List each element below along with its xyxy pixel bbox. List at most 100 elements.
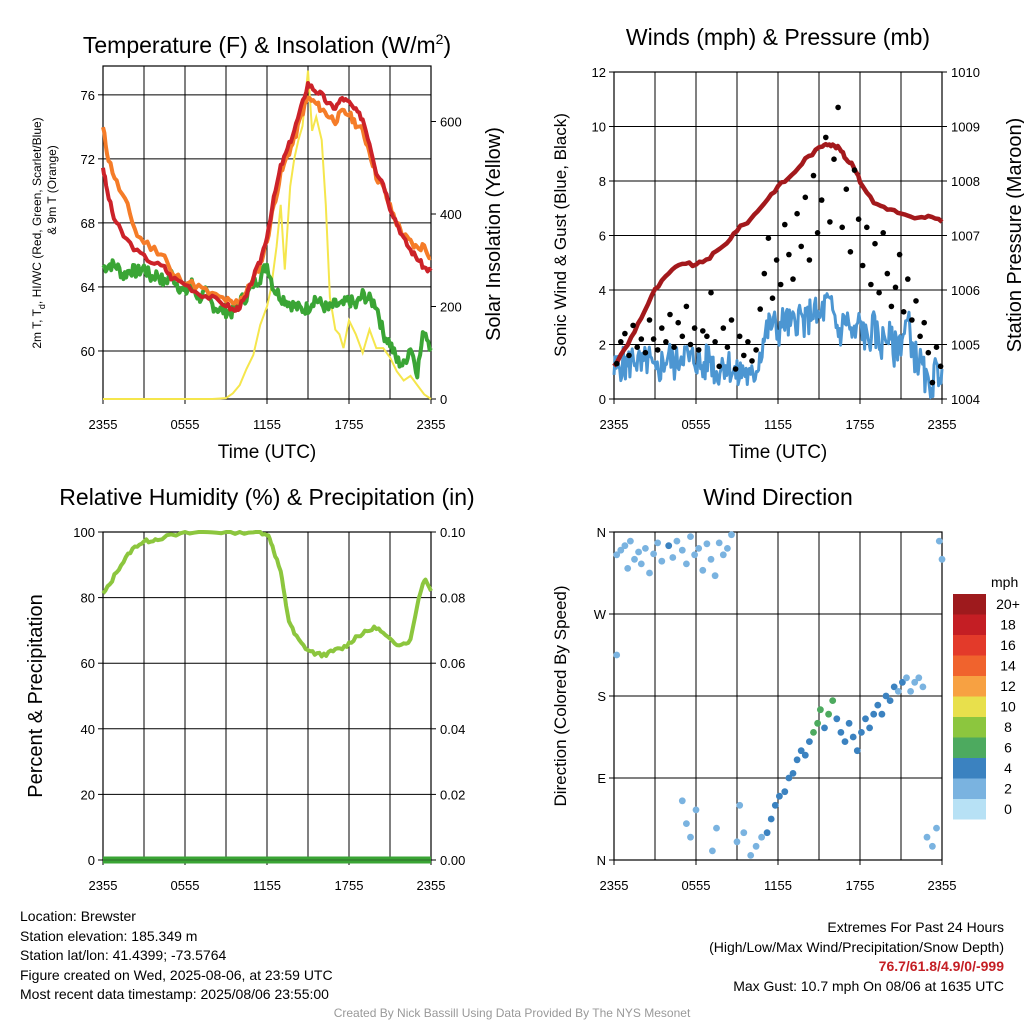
direction-point [687, 533, 694, 540]
direction-point [886, 697, 894, 704]
temp-ytick-label: 72 [81, 152, 95, 167]
direction-point [678, 797, 686, 805]
temp-xlabel: Time (UTC) [218, 442, 317, 463]
legend-label: 14 [1000, 658, 1016, 674]
legend-title: mph [991, 574, 1018, 590]
extremes-values: 76.7/61.8/4.9/0/-999 [878, 958, 1004, 974]
direction-point [642, 545, 649, 552]
temp-ytick-label: 76 [81, 88, 95, 103]
gust-point [708, 289, 714, 296]
gust-point [868, 281, 874, 288]
rh-xtick-label: 1155 [253, 878, 281, 893]
gust-point [749, 358, 755, 364]
gust-point [700, 328, 706, 334]
direction-point [789, 770, 797, 777]
temp-panel: 60 64 68 72 76 0 200 400 600 2355 0555 1155 1755 2355… [30, 31, 505, 463]
gust-point [855, 216, 862, 222]
direction-point [703, 540, 711, 548]
gust-point [638, 336, 645, 342]
dir-xtick-label: 2355 [600, 878, 629, 893]
gust-point [933, 344, 940, 351]
direction-point [637, 560, 645, 568]
elevation-text: Station elevation: 185.349 m [20, 927, 198, 944]
gust-point [745, 339, 751, 345]
direction-point [665, 542, 673, 550]
gust-point [679, 333, 686, 340]
dir-ytick-label: N [597, 853, 606, 868]
dir-xtick-label: 1755 [846, 878, 875, 893]
gust-point [798, 243, 804, 250]
direction-point [781, 788, 789, 796]
latlon-text: Station lat/lon: 41.4399; -73.5764 [20, 947, 227, 963]
legend-swatch [953, 635, 986, 656]
dir-ytick-label: W [594, 607, 607, 622]
direction-point [728, 531, 735, 539]
temp-left-label-2: & 9m T (Orange) [45, 145, 59, 235]
gust-point [782, 221, 788, 228]
direction-point [874, 701, 882, 709]
dir-ytick-label: E [597, 771, 606, 786]
gust-point [827, 219, 833, 225]
gust-point [622, 330, 628, 337]
temp-ytick-label: 68 [81, 216, 95, 231]
recent-data-text: Most recent data timestamp: 2025/08/06 2… [20, 986, 329, 1002]
legend-label: 6 [1004, 740, 1012, 756]
gust-point [613, 360, 620, 367]
direction-point [747, 852, 755, 859]
gust-point [663, 339, 669, 345]
gust-point [687, 341, 694, 348]
dir-xtick-label: 2355 [928, 878, 957, 893]
legend-label: 4 [1004, 760, 1012, 776]
rh-y2tick-label: 0.02 [440, 787, 465, 802]
direction-point [724, 545, 731, 552]
legend-swatch [953, 614, 986, 635]
gust-point [810, 172, 817, 179]
gust-point [650, 336, 657, 342]
legend-label: 18 [1000, 617, 1016, 633]
rh-ytick-label: 20 [81, 787, 95, 802]
gust-point [683, 303, 690, 310]
gust-point [929, 379, 936, 386]
gust-point [695, 347, 702, 353]
dewpoint-line [101, 258, 433, 380]
wind-y2tick-label: 1010 [951, 65, 980, 80]
direction-point [829, 697, 837, 704]
gust-point [691, 325, 698, 331]
dir-ytick-label: N [597, 525, 606, 540]
wind-title: Winds (mph) & Pressure (mb) [626, 24, 930, 50]
gust-point [761, 270, 768, 277]
gust-point [642, 349, 649, 356]
wind-xlabel: Time (UTC) [729, 442, 828, 463]
gust-point [814, 230, 821, 236]
gust-point [724, 344, 731, 351]
direction-point [878, 710, 886, 718]
rh-line [101, 530, 433, 659]
created-text: Figure created on Wed, 2025-08-06, at 23… [20, 966, 333, 983]
direction-point [767, 815, 775, 823]
credit-text: Created By Nick Bassill Using Data Provi… [333, 1006, 691, 1020]
extremes-title: Extremes For Past 24 Hours [827, 919, 1004, 935]
direction-point [915, 674, 923, 682]
direction-point [882, 692, 890, 700]
extremes-subtitle: (High/Low/Max Wind/Precipitation/Snow De… [709, 938, 1004, 955]
direction-point [899, 678, 906, 686]
legend-label: 2 [1004, 781, 1012, 797]
direction-point [692, 806, 700, 814]
direction-point [797, 747, 805, 755]
direction-point [923, 833, 931, 841]
temp-ytick-label: 64 [81, 280, 95, 295]
wind-y2tick-label: 1009 [951, 120, 980, 135]
wind-ytick-label: 12 [592, 65, 606, 80]
wind-ytick-label: 4 [599, 283, 606, 298]
gust-point [888, 303, 895, 310]
direction-point [713, 824, 720, 832]
gust-point [769, 295, 776, 302]
direction-point [890, 683, 898, 691]
rh-y2tick-label: 0.10 [440, 525, 465, 540]
direction-point [903, 674, 910, 682]
gust-point [802, 194, 809, 201]
direction-point [669, 554, 677, 561]
direction-point [845, 719, 853, 727]
direction-point [650, 550, 657, 558]
legend-label: 20+ [996, 596, 1020, 612]
